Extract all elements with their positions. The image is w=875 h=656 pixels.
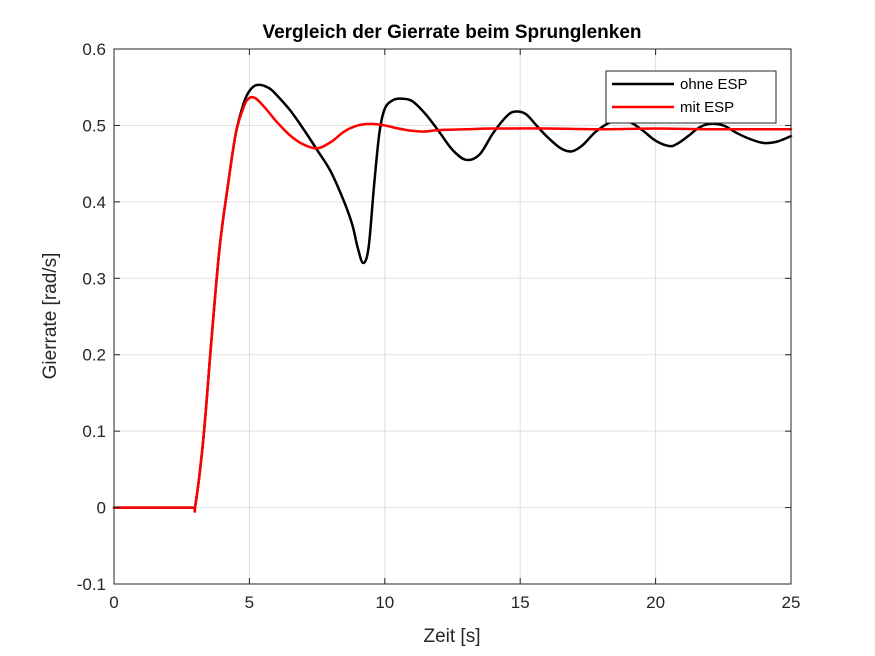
y-tick-label: 0.2: [82, 346, 106, 365]
y-axis-label: Gierrate [rad/s]: [40, 253, 61, 380]
x-tick-label: 20: [646, 593, 665, 612]
x-tick-label: 10: [375, 593, 394, 612]
x-tick-label: 15: [511, 593, 530, 612]
plot-frame: [113, 48, 792, 585]
legend-box: [605, 70, 777, 124]
plot-area: [114, 49, 791, 584]
y-tick-label: 0.3: [82, 269, 106, 288]
y-tick-label: 0.1: [82, 422, 106, 441]
grid-lines: [114, 49, 791, 584]
y-tick-label: 0.4: [82, 193, 106, 212]
x-tick-label: 0: [109, 593, 118, 612]
legend: ohne ESP mit ESP: [605, 70, 777, 124]
y-tick-label: -0.1: [77, 575, 106, 594]
y-tick-label: 0.5: [82, 116, 106, 135]
y-tick-label: 0: [97, 499, 106, 518]
series-lines: [112, 83, 793, 513]
x-tick-label: 5: [245, 593, 254, 612]
legend-label-mit-esp: mit ESP: [680, 99, 734, 116]
x-tick-label: 25: [782, 593, 801, 612]
chart-title: Vergleich der Gierrate beim Sprunglenken: [262, 22, 641, 43]
y-tick-label: 0.6: [82, 40, 106, 59]
x-axis-label: Zeit [s]: [423, 626, 480, 647]
legend-label-ohne-esp: ohne ESP: [680, 76, 748, 93]
axis-ticks: 0 5 10 15 20 25-0.100.10.20.30.40.50.6: [77, 40, 801, 612]
series-line-mit-esp: [112, 95, 793, 513]
